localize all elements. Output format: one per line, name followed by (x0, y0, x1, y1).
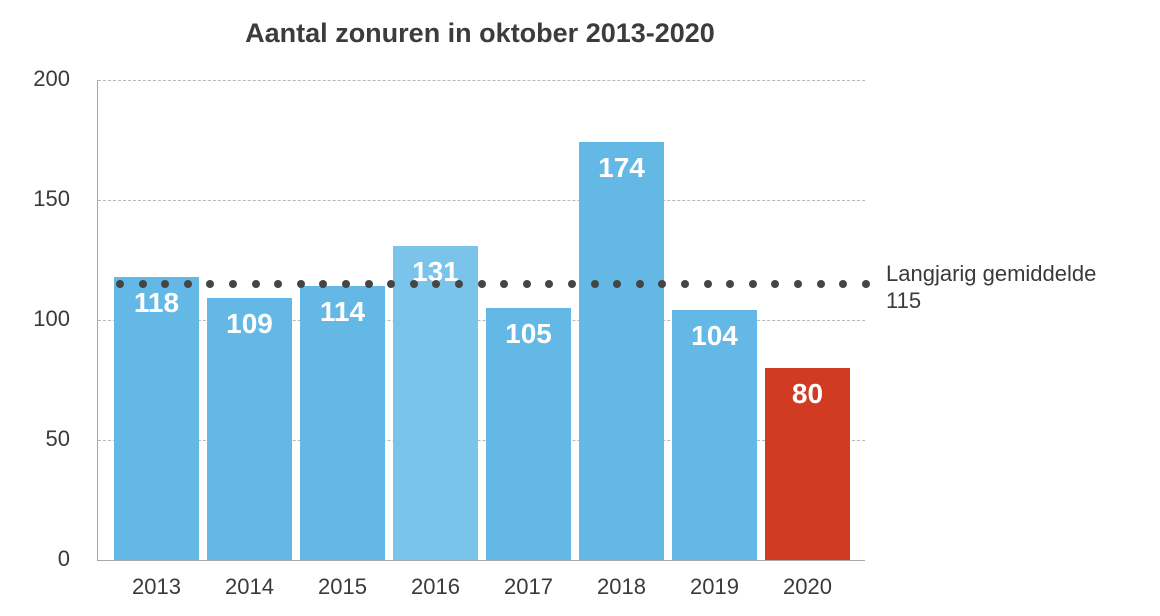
x-tick-label: 2019 (690, 574, 739, 599)
bar-2019: 104 (672, 310, 757, 560)
reference-dot (455, 280, 463, 288)
bar-2013: 118 (114, 276, 199, 560)
reference-dot (161, 280, 170, 288)
y-tick-label: 100 (33, 306, 70, 331)
reference-dot (296, 280, 305, 288)
bar-value-label: 80 (791, 378, 824, 409)
reference-dot (658, 280, 667, 288)
reference-dot (206, 280, 215, 288)
x-tick-label: 2017 (504, 574, 553, 599)
y-axis-line (97, 80, 98, 561)
bar-2020: 80 (765, 368, 850, 560)
y-tick-label: 150 (33, 186, 70, 211)
reference-dot (138, 280, 147, 288)
gridline (98, 200, 865, 201)
average-label-value: 115 (886, 288, 922, 313)
gridline (98, 80, 865, 81)
reference-dot (342, 280, 350, 288)
reference-dot (274, 280, 283, 288)
reference-dot (816, 280, 825, 288)
y-tick-label: 0 (57, 546, 70, 571)
bar-2015: 114 (300, 286, 385, 560)
reference-dot (794, 280, 802, 288)
bar-2016: 131 (393, 245, 478, 560)
reference-dot (116, 280, 124, 288)
x-tick-label: 2015 (318, 574, 367, 599)
reference-dot (477, 280, 486, 288)
reference-dot (568, 280, 576, 288)
reference-dot (432, 280, 441, 288)
reference-dot (861, 280, 870, 288)
reference-dot (364, 280, 373, 288)
bar-value-label: 114 (319, 296, 366, 328)
reference-dot (635, 280, 644, 288)
y-tick-label: 50 (45, 426, 70, 451)
bar-2017: 105 (486, 308, 571, 560)
reference-dot (748, 280, 757, 288)
x-axis-line (97, 560, 865, 561)
gridline (98, 440, 865, 441)
reference-dot (590, 280, 599, 288)
y-tick-label: 200 (33, 66, 70, 91)
average-label: Langjarig gemiddelde 115 (886, 260, 1096, 314)
reference-dot (229, 280, 237, 288)
reference-dot (183, 280, 192, 288)
average-label-text: Langjarig gemiddelde (886, 261, 1097, 286)
reference-dot (681, 280, 689, 288)
reference-dot (522, 280, 531, 288)
reference-dot (771, 280, 780, 288)
reference-dot (726, 280, 735, 288)
reference-dot (500, 280, 509, 288)
bar-value-label: 105 (505, 318, 552, 349)
reference-dot (319, 280, 328, 288)
reference-dot (613, 280, 622, 288)
x-tick-label: 2018 (597, 574, 646, 599)
reference-dot (251, 280, 260, 288)
x-tick-label: 2013 (132, 574, 181, 599)
x-tick-label: 2020 (783, 574, 832, 599)
reference-dot (387, 280, 396, 288)
reference-dot (703, 280, 712, 288)
reference-dot (545, 280, 554, 288)
bar-value-label: 174 (598, 152, 645, 184)
bar-2018: 174 (579, 142, 664, 560)
bar-value-label: 109 (226, 308, 273, 340)
bar-value-label: 118 (133, 286, 180, 318)
bar-value-label: 104 (691, 320, 738, 352)
x-tick-label: 2016 (411, 574, 460, 599)
chart-title: Aantal zonuren in oktober 2013-2020 (245, 18, 715, 48)
x-tick-label: 2014 (225, 574, 274, 599)
reference-dot (409, 280, 418, 288)
reference-dot (839, 280, 848, 288)
gridline (98, 320, 865, 321)
average-reference-line (116, 280, 876, 288)
bar-2014: 109 (207, 298, 292, 560)
